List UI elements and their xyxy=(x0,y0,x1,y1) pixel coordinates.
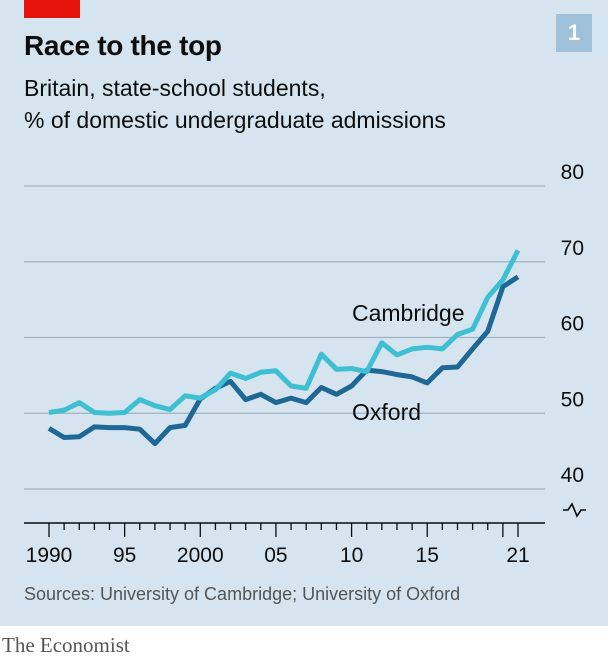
series-lines xyxy=(47,249,521,447)
x-tick-label-1990: 1990 xyxy=(26,544,73,567)
y-tick-label-80: 80 xyxy=(561,161,584,184)
series-line-oxford xyxy=(47,274,520,447)
x-axis: 1990 95 2000 05 10 15 21 xyxy=(24,522,545,567)
series-line-cambridge xyxy=(48,249,521,416)
x-tick-label-95: 95 xyxy=(113,544,136,567)
x-tick-label-05: 05 xyxy=(264,544,287,567)
y-tick-label-50: 50 xyxy=(561,388,584,411)
series-labels: Cambridge Oxford xyxy=(352,300,465,425)
y-tick-labels: 40 50 60 70 80 xyxy=(561,161,586,518)
series-label-cambridge: Cambridge xyxy=(352,300,465,326)
brand-red-tag xyxy=(24,0,80,18)
x-tick-label-10: 10 xyxy=(340,544,363,567)
line-chart: 40 50 60 70 80 1990 95 2000 05 10 15 21 Cambridge O… xyxy=(24,161,586,567)
economist-logo: The Economist xyxy=(2,633,130,657)
y-tick-label-70: 70 xyxy=(561,237,584,260)
chart-panel xyxy=(0,0,608,626)
gridlines xyxy=(24,185,545,490)
x-tick-label-21: 21 xyxy=(506,544,529,567)
series-label-oxford: Oxford xyxy=(352,399,421,425)
chart-subtitle: Britain, state-school students, % of dom… xyxy=(24,72,584,136)
source-note: Sources: University of Cambridge; Univer… xyxy=(24,584,461,604)
chart-number-badge: 1 xyxy=(556,14,592,52)
y-tick-label-40: 40 xyxy=(561,464,584,487)
chart-title: Race to the top xyxy=(24,30,222,61)
subtitle-line-2: % of domestic undergraduate admissions xyxy=(24,107,446,133)
x-tick-label-2000: 2000 xyxy=(177,544,224,567)
axis-break-icon xyxy=(563,502,586,518)
y-tick-label-60: 60 xyxy=(561,313,584,336)
x-tick-label-15: 15 xyxy=(416,544,439,567)
subtitle-line-1: Britain, state-school students, xyxy=(24,75,326,101)
